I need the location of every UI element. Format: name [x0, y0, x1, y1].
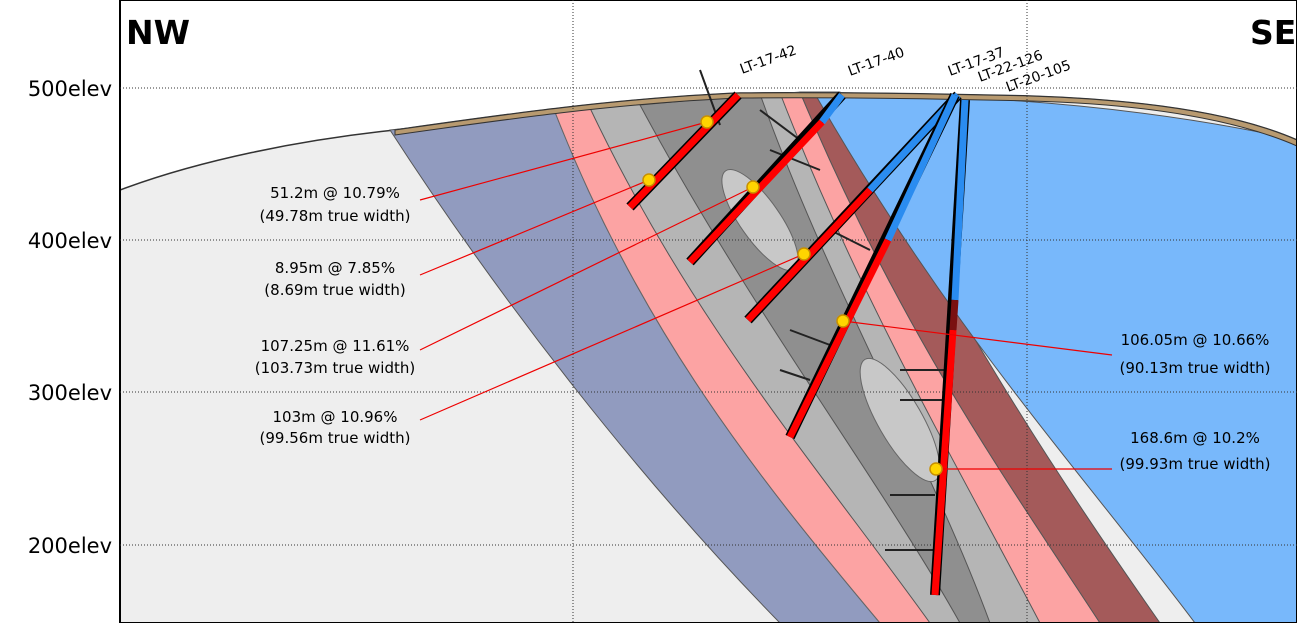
- geology: [120, 0, 1297, 623]
- direction-left: NW: [126, 13, 190, 52]
- intercept-width: (99.56m true width): [260, 429, 411, 447]
- elevation-label: 500elev: [28, 77, 112, 101]
- elevation-label: 400elev: [28, 229, 112, 253]
- intercept-width: (8.69m true width): [264, 281, 405, 299]
- intercept-grade: 103m @ 10.96%: [273, 408, 398, 426]
- intercept-grade: 51.2m @ 10.79%: [270, 184, 400, 202]
- intercept-grade: 8.95m @ 7.85%: [275, 259, 395, 277]
- direction-right: SE: [1250, 13, 1296, 52]
- intercept-grade: 107.25m @ 11.61%: [261, 337, 410, 355]
- leaders: [419, 115, 1113, 476]
- intercept-width: (49.78m true width): [260, 207, 411, 225]
- intercept-grade: 106.05m @ 10.66%: [1121, 331, 1270, 349]
- elevation-label: 200elev: [28, 534, 112, 558]
- intercept-grade: 168.6m @ 10.2%: [1130, 429, 1260, 447]
- elevation-label: 300elev: [28, 381, 112, 405]
- intercept-width: (90.13m true width): [1120, 359, 1271, 377]
- assay-bars: [699, 69, 945, 551]
- intercept-width: (103.73m true width): [255, 359, 415, 377]
- intercept-width: (99.93m true width): [1120, 455, 1271, 473]
- frame: [119, 0, 1297, 623]
